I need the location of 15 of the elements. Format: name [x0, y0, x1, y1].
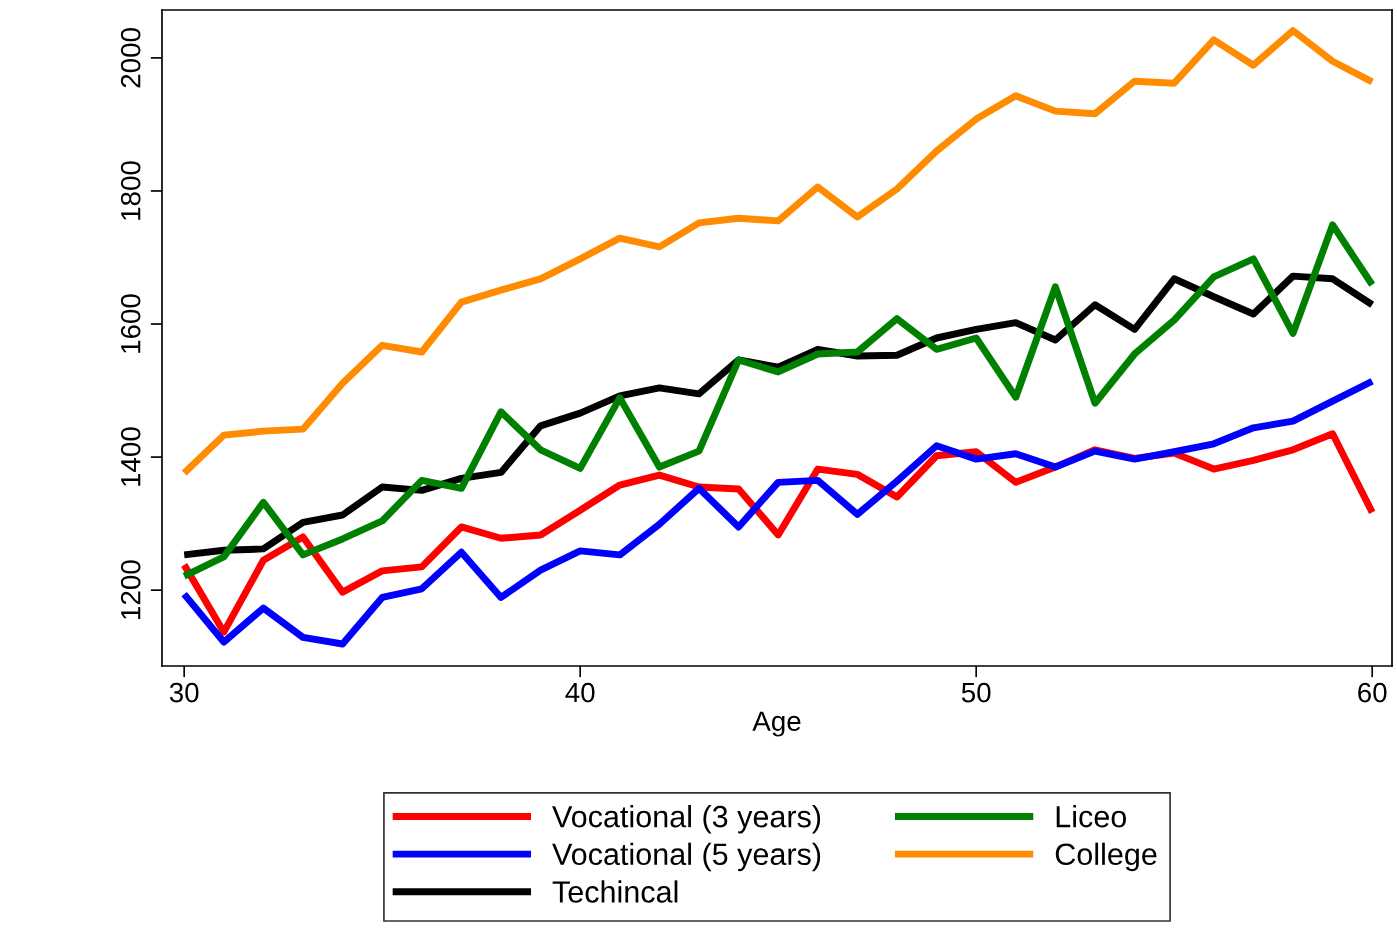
x-tick-label: 30 — [169, 682, 199, 703]
y-tick-label: 1800 — [120, 161, 141, 220]
x-tick-label: 40 — [565, 682, 595, 703]
y-tick-label: 1200 — [120, 560, 141, 619]
legend-label: Vocational (5 years) — [552, 842, 821, 872]
legend-label: College — [1055, 842, 1157, 872]
legend-label: Liceo — [1056, 805, 1126, 828]
y-tick-label: 2000 — [120, 28, 141, 88]
legend-label: Techincal — [552, 880, 678, 903]
y-tick-label: 1400 — [120, 427, 141, 486]
x-tick-label: 50 — [961, 682, 991, 703]
legend-label: Vocational (3 years) — [552, 805, 821, 834]
x-axis-title: Age — [752, 711, 801, 737]
x-tick-label: 60 — [1358, 682, 1387, 703]
y-tick-label: 1600 — [120, 294, 141, 353]
